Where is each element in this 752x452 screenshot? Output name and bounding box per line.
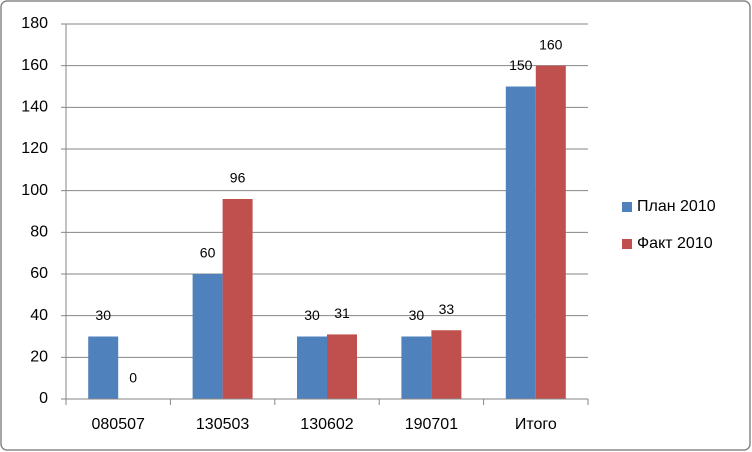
y-tick-label: 100: [21, 182, 48, 199]
legend-swatch: [622, 239, 632, 249]
y-tick-label: 80: [30, 224, 48, 241]
bar: [297, 336, 327, 399]
y-tick-label: 20: [30, 349, 48, 366]
value-label: 96: [230, 170, 246, 186]
value-label: 60: [200, 245, 216, 261]
y-tick-label: 0: [39, 390, 48, 407]
y-tick-label: 120: [21, 140, 48, 157]
bar: [505, 86, 536, 399]
y-tick-label: 180: [21, 15, 48, 32]
value-label: 160: [539, 36, 563, 52]
y-tick-label: 160: [21, 57, 48, 74]
value-label: 33: [439, 301, 455, 317]
x-tick-label: Итого: [515, 416, 557, 433]
legend-label: Факт 2010: [637, 235, 713, 252]
bar: [431, 330, 462, 399]
y-tick-label: 40: [30, 307, 48, 324]
y-tick-label: 60: [30, 265, 48, 282]
x-tick-label: 130503: [196, 416, 249, 433]
bar: [327, 334, 357, 399]
bar: [88, 336, 119, 399]
bar: [535, 65, 566, 400]
x-tick-label: 080507: [92, 416, 145, 433]
value-label: 30: [95, 307, 111, 323]
value-label: 30: [409, 307, 425, 323]
value-label: 0: [129, 370, 137, 386]
y-tick-label: 140: [21, 99, 48, 116]
legend-label: План 2010: [637, 198, 716, 215]
value-label: 31: [334, 305, 350, 321]
value-label: 150: [509, 57, 533, 73]
bar: [222, 199, 253, 399]
legend-swatch: [622, 202, 632, 212]
x-tick-label: 190701: [405, 416, 458, 433]
x-tick-label: 130602: [300, 416, 353, 433]
bar: [192, 274, 223, 399]
bar: [401, 336, 432, 399]
value-label: 30: [304, 307, 320, 323]
